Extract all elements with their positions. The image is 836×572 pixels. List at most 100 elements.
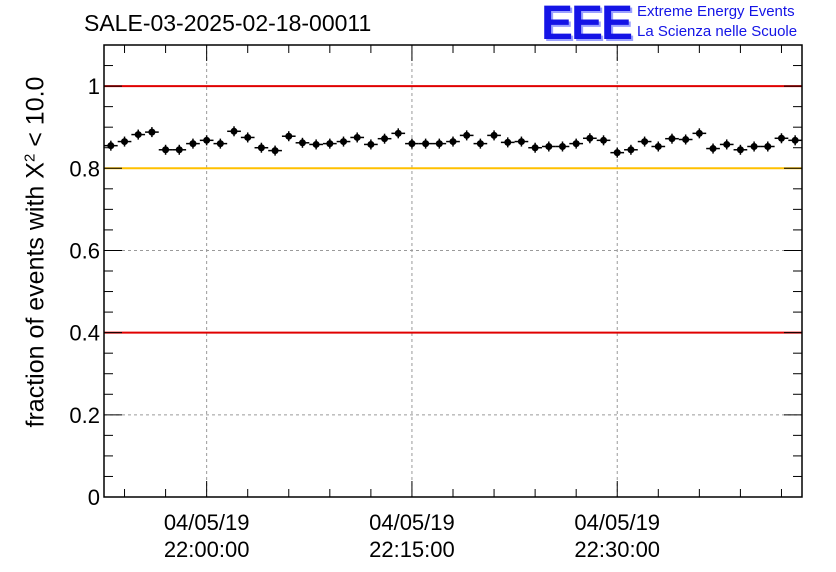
data-point-22: [405, 138, 419, 149]
data-point-21: [391, 128, 406, 139]
data-point-31: [528, 142, 542, 153]
data-point-27: [473, 138, 488, 149]
data-point-marker-36: [600, 136, 608, 144]
data-point-45: [719, 139, 734, 150]
data-point-8: [213, 138, 228, 149]
x-tick-date-2: 04/05/19: [574, 510, 660, 535]
data-point-3: [145, 127, 159, 138]
y-tick-label-1: 0.2: [69, 403, 100, 428]
data-point-marker-0: [107, 142, 115, 150]
data-point-marker-42: [682, 136, 690, 144]
data-point-48: [760, 141, 775, 152]
data-point-10: [240, 132, 255, 143]
data-point-33: [555, 141, 570, 152]
data-point-20: [377, 133, 392, 144]
data-point-marker-28: [490, 131, 498, 139]
data-point-26: [459, 130, 474, 141]
data-point-marker-5: [175, 146, 183, 154]
data-point-11: [254, 142, 269, 153]
logo-line-2: La Scienza nelle Scuole: [637, 23, 798, 40]
data-point-5: [172, 144, 187, 155]
data-point-12: [268, 145, 282, 156]
x-tick-time-1: 22:15:00: [369, 537, 455, 562]
data-point-marker-29: [504, 138, 512, 146]
data-point-marker-37: [613, 149, 621, 157]
x-tick-time-2: 22:30:00: [574, 537, 660, 562]
data-point-marker-41: [668, 135, 676, 143]
y-tick-label-2: 0.4: [69, 321, 100, 346]
data-point-marker-14: [298, 139, 306, 147]
data-point-marker-13: [285, 132, 293, 140]
data-point-marker-8: [216, 140, 224, 148]
x-tick-time-0: 22:00:00: [164, 537, 250, 562]
data-point-marker-25: [449, 138, 457, 146]
chart-title: SALE-03-2025-02-18-00011: [84, 10, 372, 36]
data-point-marker-47: [750, 142, 758, 150]
data-point-7: [199, 135, 214, 146]
data-point-32: [541, 141, 556, 152]
plot-frame: [103, 44, 803, 498]
data-point-39: [637, 136, 652, 147]
data-point-marker-39: [641, 138, 649, 146]
data-point-marker-23: [422, 140, 430, 148]
data-point-42: [678, 134, 693, 145]
data-point-14: [295, 137, 310, 148]
data-point-marker-48: [764, 142, 772, 150]
data-point-marker-4: [162, 146, 170, 154]
data-point-marker-2: [134, 131, 142, 139]
data-point-41: [665, 133, 679, 144]
y-tick-label-3: 0.6: [69, 238, 100, 263]
data-point-marker-7: [203, 136, 211, 144]
y-tick-label-0: 0: [88, 485, 100, 510]
data-point-marker-12: [271, 147, 279, 155]
data-point-marker-46: [736, 146, 744, 154]
data-point-marker-20: [381, 135, 389, 143]
data-point-marker-19: [367, 140, 375, 148]
data-point-6: [186, 138, 200, 149]
y-tick-label-5: 1: [88, 74, 100, 99]
data-point-marker-10: [244, 133, 252, 141]
data-point-0: [104, 140, 118, 151]
logo-mark: EEE: [541, 0, 633, 50]
data-point-marker-3: [148, 128, 156, 136]
data-point-16: [322, 138, 337, 149]
data-point-marker-50: [791, 136, 799, 144]
data-point-marker-21: [394, 129, 402, 137]
data-point-marker-30: [517, 138, 525, 146]
data-point-15: [309, 139, 323, 150]
logo-line-1: Extreme Energy Events: [637, 3, 795, 20]
data-point-30: [514, 136, 529, 147]
data-point-36: [596, 135, 611, 146]
x-tick-date-1: 04/05/19: [369, 510, 455, 535]
data-point-marker-11: [257, 144, 265, 152]
data-point-marker-22: [408, 140, 416, 148]
data-point-marker-31: [531, 144, 539, 152]
x-tick-date-0: 04/05/19: [164, 510, 250, 535]
data-point-9: [227, 126, 241, 137]
data-point-marker-26: [463, 131, 471, 139]
data-point-marker-17: [340, 138, 348, 146]
data-point-40: [651, 141, 666, 152]
data-point-44: [706, 143, 720, 154]
data-point-23: [418, 138, 433, 149]
data-point-17: [336, 136, 351, 147]
data-point-marker-18: [353, 133, 361, 141]
data-point-29: [500, 137, 515, 148]
data-point-marker-33: [558, 142, 566, 150]
data-point-marker-16: [326, 140, 334, 148]
data-point-marker-9: [230, 127, 238, 135]
data-point-50: [788, 135, 802, 146]
data-point-marker-24: [435, 140, 443, 148]
data-point-marker-49: [777, 134, 785, 142]
data-point-25: [446, 136, 460, 147]
data-point-18: [350, 132, 365, 143]
data-point-34: [569, 138, 584, 149]
data-point-35: [583, 133, 597, 144]
data-point-4: [158, 144, 173, 155]
data-point-marker-38: [627, 146, 635, 154]
data-point-49: [774, 133, 789, 144]
data-point-marker-27: [476, 140, 484, 148]
data-point-marker-32: [545, 142, 553, 150]
